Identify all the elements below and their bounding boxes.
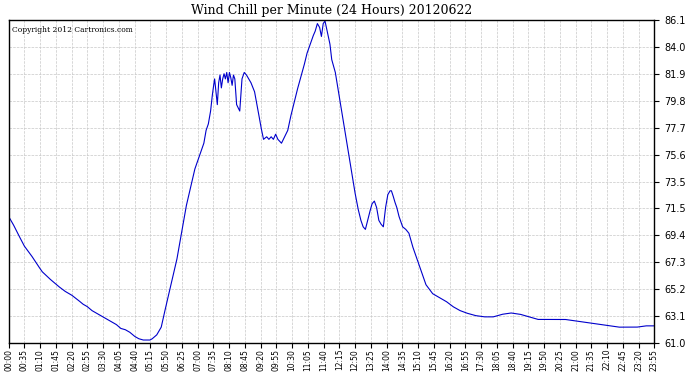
Text: Copyright 2012 Cartronics.com: Copyright 2012 Cartronics.com	[12, 26, 132, 34]
Title: Wind Chill per Minute (24 Hours) 20120622: Wind Chill per Minute (24 Hours) 2012062…	[191, 4, 472, 17]
